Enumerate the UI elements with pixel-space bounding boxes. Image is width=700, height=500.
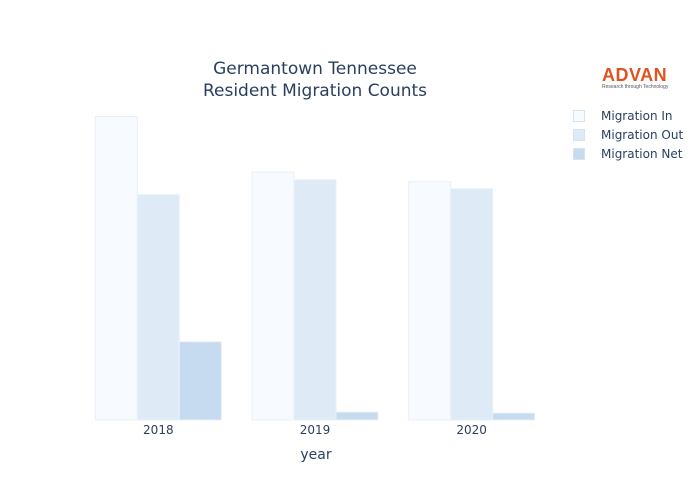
legend-item-migration-out[interactable]: Migration Out xyxy=(573,125,683,144)
bar-migration-net-2019[interactable] xyxy=(335,411,379,421)
legend-label-migration-net: Migration Net xyxy=(601,146,683,161)
legend-swatch-migration-net xyxy=(573,147,585,160)
bar-migration-net-2018[interactable] xyxy=(178,341,222,421)
bars-layer xyxy=(94,115,536,421)
bar-migration-in-2020[interactable] xyxy=(408,181,452,421)
bar-migration-in-2018[interactable] xyxy=(94,115,138,421)
advan-logo: ADVAN Research through Technology xyxy=(602,66,672,91)
bar-migration-out-2018[interactable] xyxy=(136,194,180,421)
x-tick-label-2019: 2019 xyxy=(300,423,331,437)
x-tick-label-2020: 2020 xyxy=(456,423,487,437)
legend-item-migration-in[interactable]: Migration In xyxy=(573,106,683,125)
x-tick-label-2018: 2018 xyxy=(143,423,174,437)
logo-wordmark: ADVAN xyxy=(602,65,668,85)
bar-migration-out-2020[interactable] xyxy=(450,188,494,421)
chart-title-line-2: Resident Migration Counts xyxy=(202,81,428,101)
legend-label-migration-in: Migration In xyxy=(601,108,673,123)
legend-label-migration-out: Migration Out xyxy=(601,127,684,142)
legend-swatch-migration-in xyxy=(573,109,585,122)
legend: Migration In Migration Out Migration Net xyxy=(573,106,683,163)
bar-migration-in-2019[interactable] xyxy=(251,171,295,421)
legend-item-migration-net[interactable]: Migration Net xyxy=(573,144,683,163)
bar-migration-out-2019[interactable] xyxy=(293,179,337,421)
x-axis-title: year xyxy=(300,447,332,463)
bar-migration-net-2020[interactable] xyxy=(492,412,536,421)
chart-title-line-1: Germantown Tennessee xyxy=(213,59,417,79)
legend-swatch-migration-out xyxy=(573,128,585,141)
x-tick-labels: 2018 2019 2020 xyxy=(143,423,487,437)
logo-tagline: Research through Technology xyxy=(602,84,669,90)
